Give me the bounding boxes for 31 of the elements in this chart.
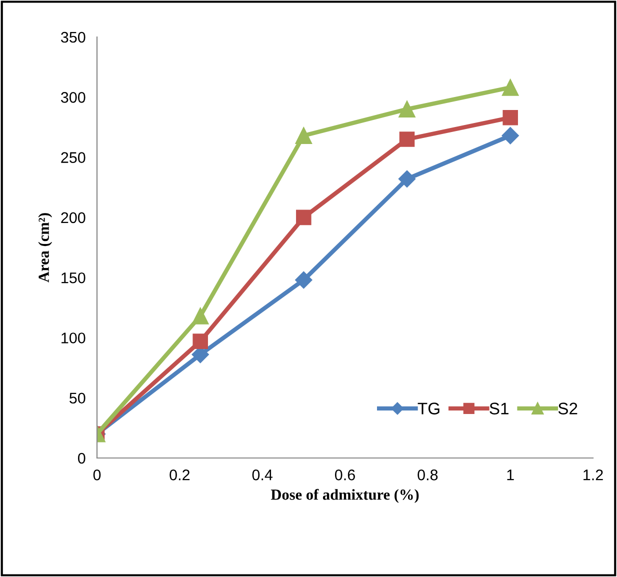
x-tick-label: 0.6: [334, 470, 355, 480]
point: [502, 79, 519, 96]
x-tick-label: 0.2: [170, 470, 190, 480]
y-tick-label: 200: [61, 212, 86, 224]
y-tick-label: 100: [62, 332, 86, 344]
point: [295, 127, 312, 144]
point: [398, 100, 416, 118]
point: [399, 132, 415, 147]
y-tick-label: 250: [61, 152, 86, 163]
y-tick-label: 50: [70, 392, 86, 404]
point: [502, 110, 518, 126]
x-axis-title: Dose of admixture (%): [270, 488, 419, 503]
y-tick-label: 350: [60, 32, 86, 43]
legend-label: TG: [418, 402, 440, 414]
legend-label: S1: [490, 402, 508, 414]
point: [296, 210, 312, 226]
x-tick-label: 0: [93, 470, 101, 480]
y-tick-label: 150: [62, 272, 86, 284]
x-tick-label: 0.4: [252, 470, 273, 480]
x-tick-label: 1.2: [584, 470, 603, 480]
y-tick-label: 0: [78, 452, 86, 464]
point: [502, 127, 519, 144]
x-tick-label: 1: [507, 470, 514, 480]
y-tick-label: 300: [60, 92, 86, 103]
point: [192, 308, 209, 324]
point: [398, 170, 416, 188]
x-tick-label: 0.8: [418, 470, 438, 480]
point: [192, 334, 208, 349]
point: [295, 271, 312, 289]
y-axis-title: Area (cm²): [38, 213, 52, 282]
legend-label: S2: [558, 402, 578, 414]
